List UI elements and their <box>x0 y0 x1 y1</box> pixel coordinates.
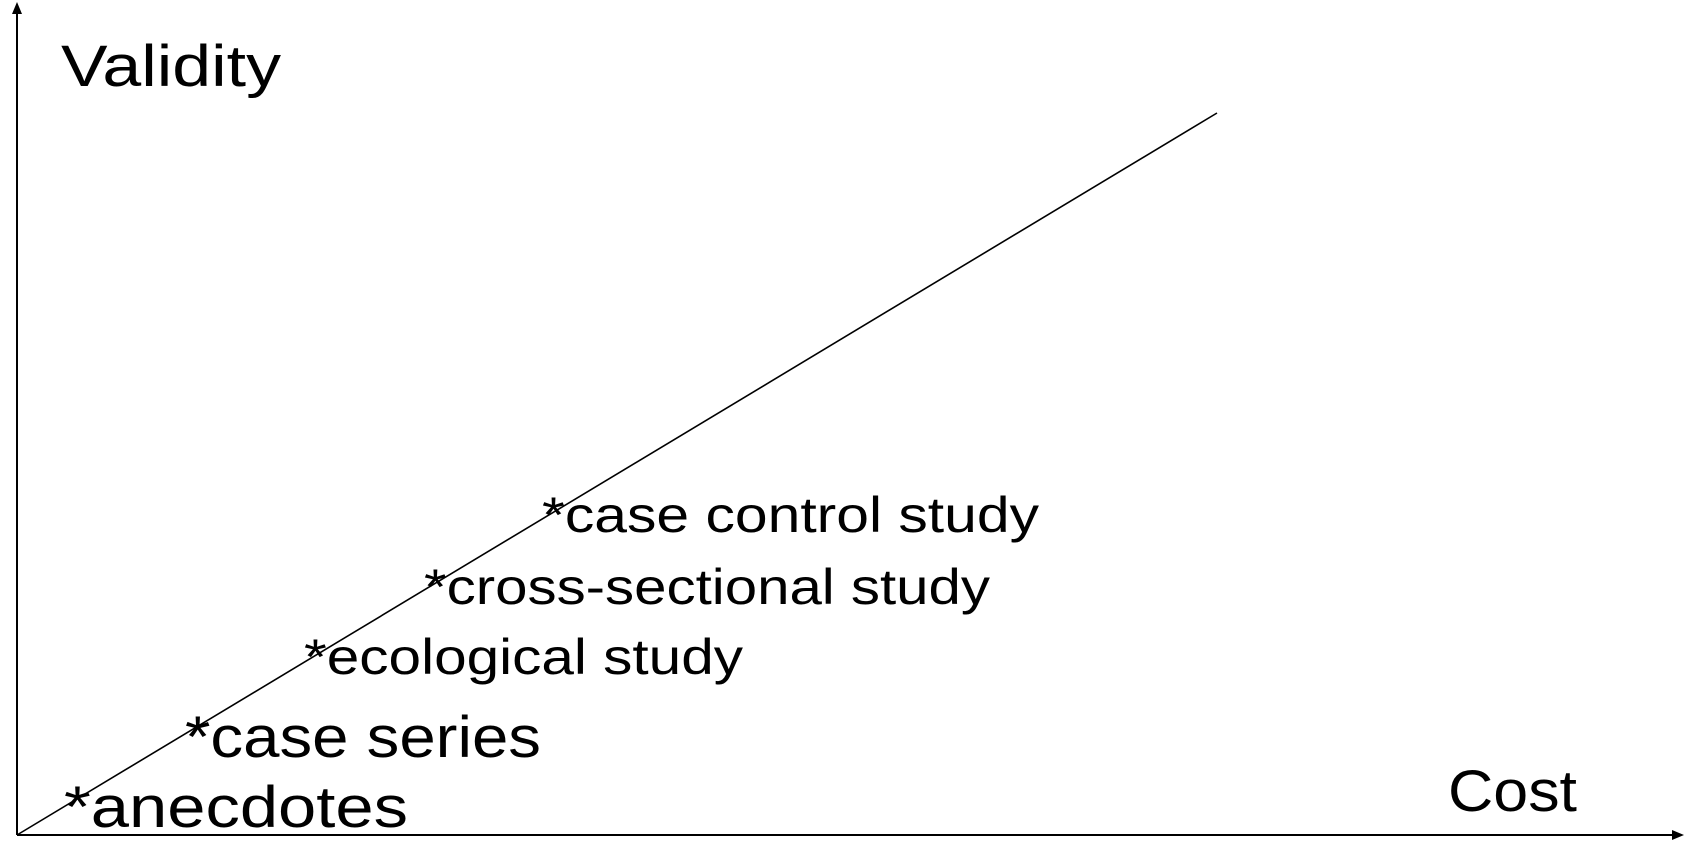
item-label: *cross-sectional study <box>424 559 990 615</box>
item-label: *ecological study <box>304 629 743 685</box>
y-axis-arrow <box>12 2 22 14</box>
x-axis-label: Cost <box>1448 759 1577 824</box>
item-label: *anecdotes <box>64 775 408 840</box>
item-label: *case control study <box>542 487 1039 543</box>
y-axis-label: Validity <box>61 34 281 99</box>
item-label: *case series <box>185 705 541 770</box>
x-axis-arrow <box>1672 830 1684 840</box>
trend-line <box>16 112 1218 836</box>
